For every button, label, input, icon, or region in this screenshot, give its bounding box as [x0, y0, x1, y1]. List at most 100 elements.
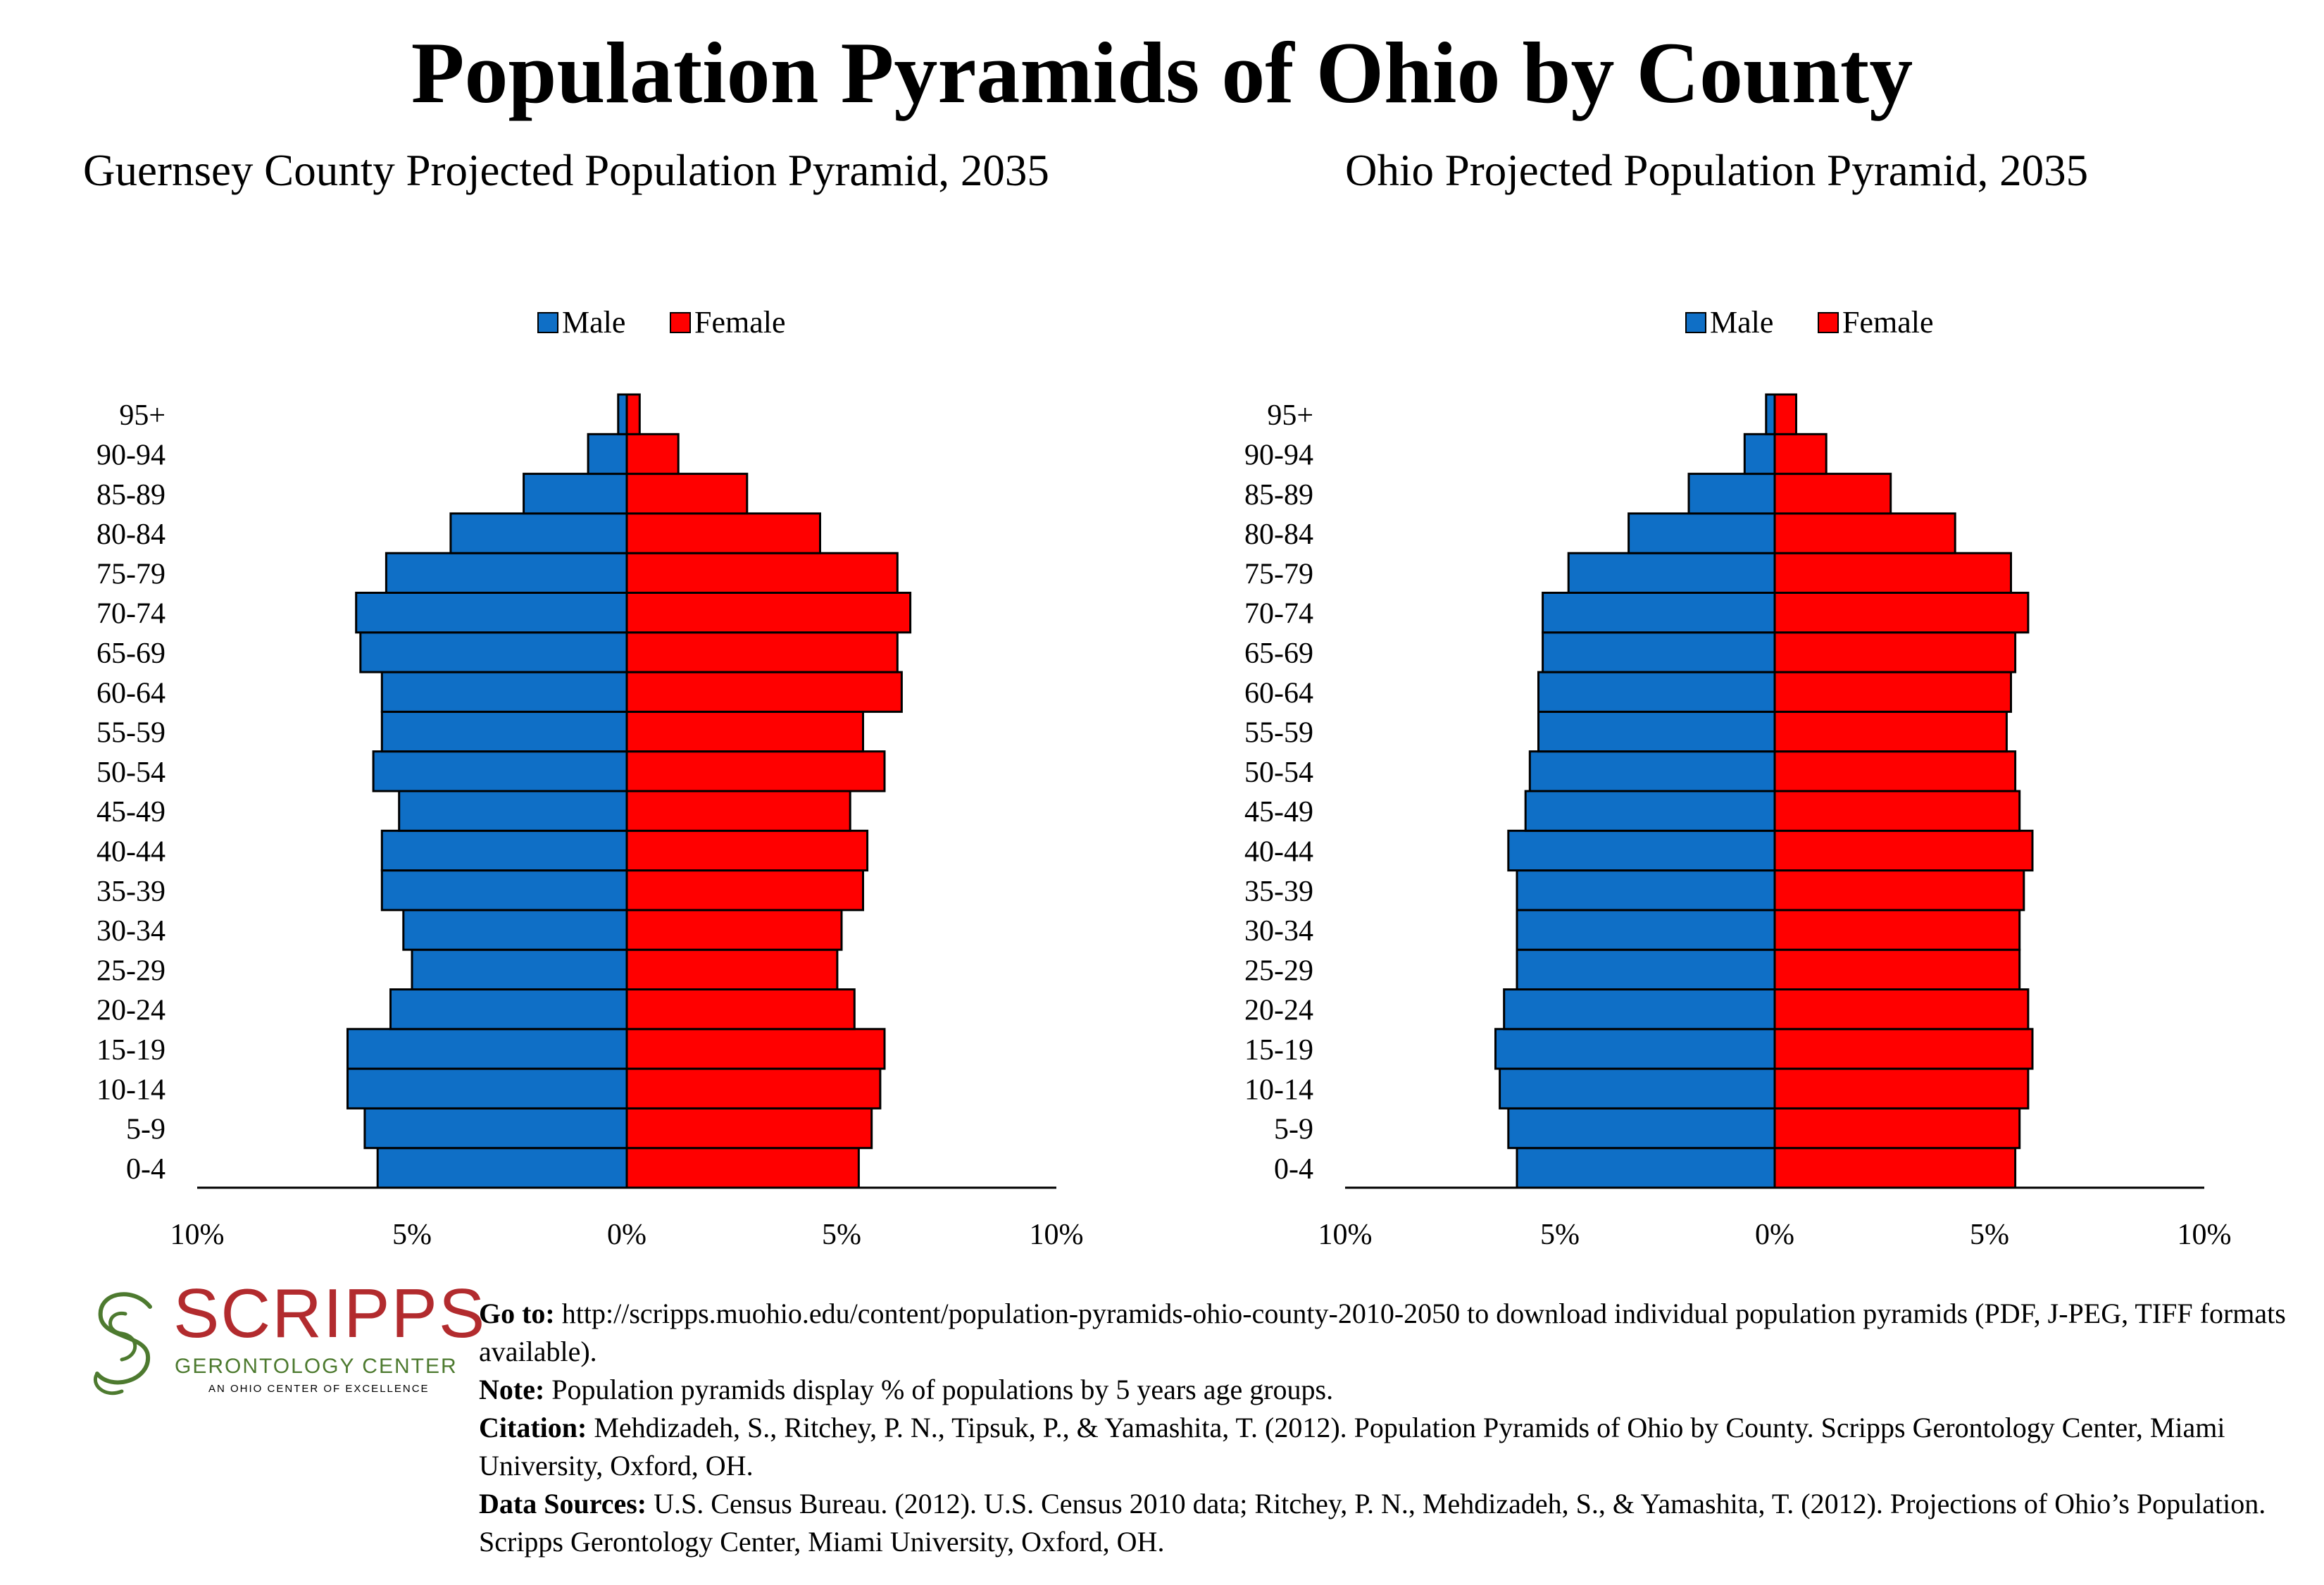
- bar-female-90-94: [1773, 433, 1828, 476]
- legend-label-female: Female: [1842, 305, 1934, 340]
- bar-male-60-64: [1537, 671, 1776, 713]
- x-tick-label: 5%: [822, 1219, 861, 1251]
- category-label-10-14: 10-14: [1244, 1074, 1313, 1106]
- category-label-30-34: 30-34: [1244, 915, 1313, 947]
- bar-male-95+: [1765, 393, 1776, 435]
- bar-male-0-4: [1516, 1147, 1776, 1189]
- bar-female-25-29: [625, 948, 839, 991]
- category-label-75-79: 75-79: [96, 558, 165, 590]
- bar-female-80-84: [1773, 512, 1956, 554]
- bar-female-25-29: [1773, 948, 2021, 991]
- legend-label-male: Male: [1710, 305, 1773, 340]
- category-label-65-69: 65-69: [1244, 638, 1313, 670]
- legend-swatch-female: [1818, 312, 1839, 333]
- category-label-35-39: 35-39: [96, 876, 165, 908]
- bar-male-70-74: [355, 592, 628, 634]
- pyramid-chart-guernsey: Male Female 0-4 5-9 10-14 15-19 20-24 25-29 30-3…: [96, 305, 1084, 1251]
- bar-female-85-89: [625, 473, 749, 515]
- bar-female-50-54: [625, 750, 886, 792]
- bar-female-60-64: [625, 671, 903, 713]
- bar-female-40-44: [1773, 829, 2034, 872]
- category-label-90-94: 90-94: [1244, 439, 1313, 471]
- bar-female-95+: [1773, 393, 1797, 435]
- goto-label: Go to:: [479, 1298, 555, 1329]
- category-label-25-29: 25-29: [1244, 955, 1313, 987]
- bar-female-45-49: [625, 790, 851, 832]
- bar-male-20-24: [389, 988, 628, 1031]
- bar-female-55-59: [1773, 710, 2008, 753]
- logo-wordmark: SCRIPPS: [173, 1274, 487, 1352]
- category-label-95+: 95+: [1267, 399, 1313, 432]
- x-tick-label: 0%: [1755, 1219, 1794, 1251]
- bar-male-50-54: [372, 750, 628, 792]
- logo-swirl-icon: [94, 1292, 152, 1396]
- category-label-40-44: 40-44: [1244, 835, 1313, 868]
- category-label-45-49: 45-49: [96, 796, 165, 828]
- category-label-20-24: 20-24: [1244, 995, 1313, 1027]
- bar-male-35-39: [1516, 869, 1776, 912]
- legend-swatch-female: [670, 312, 691, 333]
- bar-male-25-29: [1516, 948, 1776, 991]
- bar-female-15-19: [625, 1028, 886, 1070]
- note-text: Population pyramids display % of populat…: [544, 1374, 1334, 1405]
- x-tick-label: 5%: [1540, 1219, 1580, 1251]
- bar-male-10-14: [1499, 1067, 1776, 1110]
- notes-block: Go to: http://scripps.muohio.edu/content…: [479, 1295, 2310, 1561]
- bar-female-30-34: [1773, 909, 2021, 951]
- bar-male-25-29: [411, 948, 628, 991]
- bar-male-40-44: [1507, 829, 1776, 872]
- bar-male-80-84: [449, 512, 628, 554]
- bar-female-20-24: [625, 988, 856, 1031]
- scripps-logo: SCRIPPS GERONTOLOGY CENTER AN OHIO CENTE…: [83, 1279, 485, 1405]
- bar-female-5-9: [1773, 1107, 2021, 1150]
- category-label-65-69: 65-69: [96, 638, 165, 670]
- bar-female-15-19: [1773, 1028, 2034, 1070]
- category-label-70-74: 70-74: [96, 598, 165, 630]
- goto-text: http://scripps.muohio.edu/content/popula…: [479, 1298, 2286, 1367]
- bar-female-65-69: [625, 631, 899, 673]
- bar-female-10-14: [625, 1067, 882, 1110]
- bar-male-75-79: [385, 552, 628, 595]
- bar-male-55-59: [1537, 710, 1776, 753]
- bar-male-95+: [617, 393, 628, 435]
- legend-swatch-male: [537, 312, 558, 333]
- bar-female-75-79: [625, 552, 899, 595]
- bar-male-30-34: [1516, 909, 1776, 951]
- category-label-0-4: 0-4: [1274, 1153, 1313, 1186]
- category-label-20-24: 20-24: [96, 995, 165, 1027]
- x-tick-label: 10%: [2178, 1219, 2232, 1251]
- logo-subtitle: GERONTOLOGY CENTER: [175, 1355, 458, 1378]
- bar-male-80-84: [1628, 512, 1776, 554]
- bar-male-90-94: [587, 433, 628, 476]
- x-tick-label: 5%: [1970, 1219, 2009, 1251]
- goto-line: Go to: http://scripps.muohio.edu/content…: [479, 1295, 2310, 1371]
- bar-male-0-4: [376, 1147, 628, 1189]
- note-line: Note: Population pyramids display % of p…: [479, 1371, 2310, 1409]
- bar-female-70-74: [625, 592, 912, 634]
- category-label-80-84: 80-84: [1244, 518, 1313, 551]
- bar-female-5-9: [625, 1107, 873, 1150]
- category-label-95+: 95+: [119, 399, 165, 432]
- bar-male-85-89: [523, 473, 628, 515]
- sources-label: Data Sources:: [479, 1488, 647, 1519]
- bar-female-85-89: [1773, 473, 1892, 515]
- category-label-60-64: 60-64: [96, 677, 165, 709]
- citation-label: Citation:: [479, 1412, 587, 1443]
- category-label-90-94: 90-94: [96, 439, 165, 471]
- bar-female-75-79: [1773, 552, 2012, 595]
- bar-female-0-4: [1773, 1147, 2017, 1189]
- bar-male-35-39: [380, 869, 628, 912]
- bar-female-40-44: [625, 829, 869, 872]
- legend: Male Female: [537, 305, 786, 340]
- bar-female-70-74: [1773, 592, 2030, 634]
- bar-male-20-24: [1503, 988, 1776, 1031]
- note-label: Note:: [479, 1374, 545, 1405]
- category-label-5-9: 5-9: [1274, 1114, 1313, 1146]
- category-label-55-59: 55-59: [1244, 717, 1313, 750]
- bar-male-70-74: [1542, 592, 1776, 634]
- x-tick-label: 5%: [392, 1219, 432, 1251]
- category-label-15-19: 15-19: [1244, 1034, 1313, 1067]
- bar-female-10-14: [1773, 1067, 2030, 1110]
- pyramid-chart-ohio: Male Female 0-4 5-9 10-14 15-19 20-24 25-29 30-3…: [1244, 305, 2232, 1251]
- category-label-50-54: 50-54: [1244, 757, 1313, 789]
